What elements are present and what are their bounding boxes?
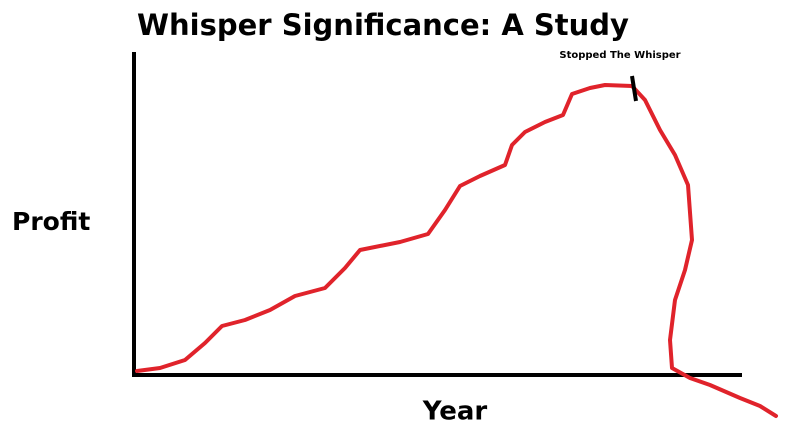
stop-marker (630, 75, 638, 102)
annotation: Stopped The Whisper (559, 50, 680, 61)
chart-title: Whisper Significance: A Study (137, 8, 629, 42)
profit-curve (135, 83, 778, 418)
x-axis-label: Year (422, 397, 488, 427)
y-axis-label: Profit (12, 207, 90, 236)
